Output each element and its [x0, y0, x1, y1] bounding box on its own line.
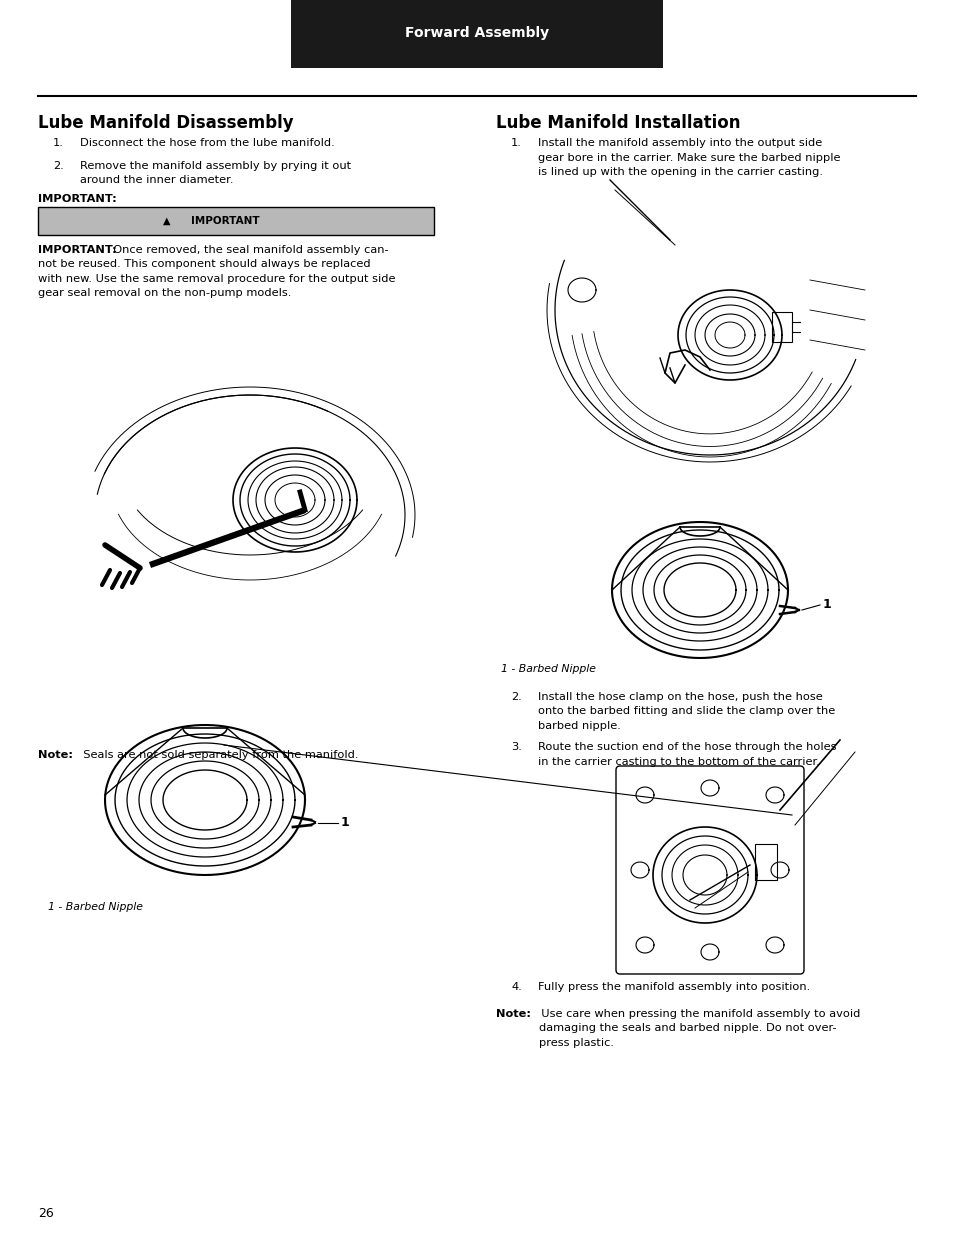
Polygon shape — [291, 0, 662, 68]
Text: ▲: ▲ — [163, 216, 171, 226]
Text: Note:: Note: — [496, 1009, 531, 1019]
Text: Remove the manifold assembly by prying it out: Remove the manifold assembly by prying i… — [80, 161, 351, 170]
Text: damaging the seals and barbed nipple. Do not over-: damaging the seals and barbed nipple. Do… — [538, 1024, 836, 1034]
Polygon shape — [771, 312, 791, 342]
Text: is lined up with the opening in the carrier casting.: is lined up with the opening in the carr… — [537, 167, 822, 178]
Text: Forward Assembly: Forward Assembly — [404, 26, 549, 41]
Text: Seals are not sold separately from the manifold.: Seals are not sold separately from the m… — [76, 750, 358, 760]
Text: 4.: 4. — [511, 982, 521, 992]
Text: IMPORTANT:: IMPORTANT: — [38, 245, 117, 254]
FancyBboxPatch shape — [616, 766, 803, 974]
Text: gear bore in the carrier. Make sure the barbed nipple: gear bore in the carrier. Make sure the … — [537, 153, 840, 163]
Text: IMPORTANT: IMPORTANT — [191, 216, 259, 226]
Text: Route the suction end of the hose through the holes: Route the suction end of the hose throug… — [537, 742, 836, 752]
Text: 1.: 1. — [511, 138, 521, 148]
Text: 1 - Barbed Nipple: 1 - Barbed Nipple — [48, 902, 143, 911]
Text: Install the hose clamp on the hose, push the hose: Install the hose clamp on the hose, push… — [537, 692, 822, 701]
Text: 1.: 1. — [53, 138, 64, 148]
Text: onto the barbed fitting and slide the clamp over the: onto the barbed fitting and slide the cl… — [537, 706, 835, 716]
Text: not be reused. This component should always be replaced: not be reused. This component should alw… — [38, 259, 371, 269]
Polygon shape — [38, 207, 434, 235]
Text: Once removed, the seal manifold assembly can-: Once removed, the seal manifold assembly… — [106, 245, 389, 254]
Text: 26: 26 — [38, 1207, 54, 1220]
Text: 3.: 3. — [511, 742, 521, 752]
Text: press plastic.: press plastic. — [538, 1037, 614, 1049]
Text: Lube Manifold Installation: Lube Manifold Installation — [496, 114, 740, 132]
Polygon shape — [754, 844, 776, 881]
Text: barbed nipple.: barbed nipple. — [537, 720, 620, 731]
Text: Disconnect the hose from the lube manifold.: Disconnect the hose from the lube manifo… — [80, 138, 335, 148]
Text: 1 - Barbed Nipple: 1 - Barbed Nipple — [500, 664, 596, 674]
Text: Use care when pressing the manifold assembly to avoid: Use care when pressing the manifold asse… — [534, 1009, 860, 1019]
Text: Fully press the manifold assembly into position.: Fully press the manifold assembly into p… — [537, 982, 809, 992]
Text: Install the manifold assembly into the output side: Install the manifold assembly into the o… — [537, 138, 821, 148]
Text: 2.: 2. — [53, 161, 64, 170]
Text: Note:: Note: — [38, 750, 73, 760]
Text: in the carrier casting to the bottom of the carrier.: in the carrier casting to the bottom of … — [537, 757, 819, 767]
Text: 1: 1 — [340, 816, 350, 830]
Text: Lube Manifold Disassembly: Lube Manifold Disassembly — [38, 114, 294, 132]
Text: 1: 1 — [822, 599, 831, 611]
Text: gear seal removal on the non-pump models.: gear seal removal on the non-pump models… — [38, 288, 292, 298]
Text: 2.: 2. — [511, 692, 521, 701]
Text: IMPORTANT:: IMPORTANT: — [38, 194, 117, 204]
Text: around the inner diameter.: around the inner diameter. — [80, 175, 233, 185]
Text: with new. Use the same removal procedure for the output side: with new. Use the same removal procedure… — [38, 273, 395, 284]
